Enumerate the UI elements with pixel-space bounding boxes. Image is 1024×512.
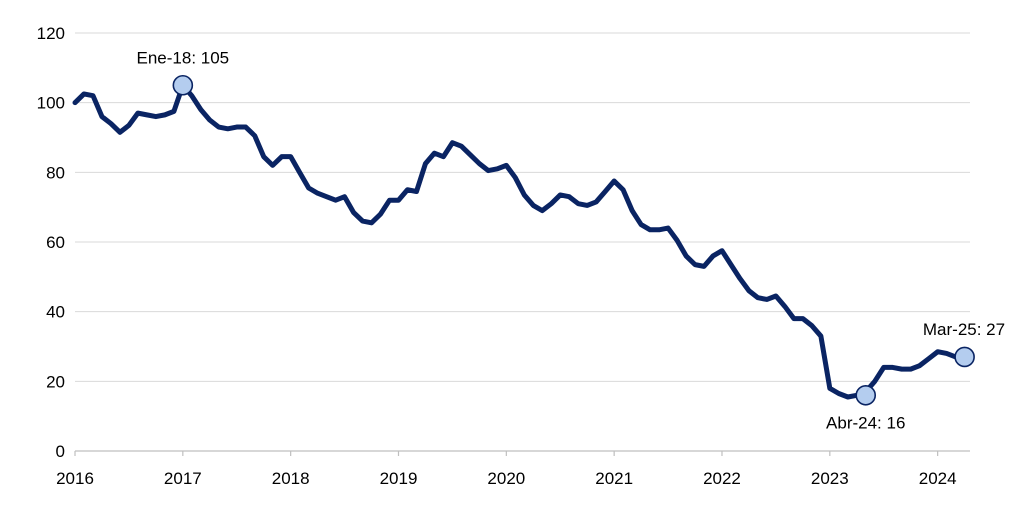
x-tick-label: 2016 <box>56 469 94 488</box>
y-tick-label: 20 <box>46 372 65 391</box>
annotation-markers <box>172 74 975 406</box>
y-tick-label: 0 <box>56 442 65 461</box>
x-tick-label: 2020 <box>487 469 525 488</box>
annotation-label: Ene-18: 105 <box>137 48 230 67</box>
annotation-marker <box>954 346 975 368</box>
y-tick-label: 120 <box>37 24 65 43</box>
annotation-marker <box>172 74 194 96</box>
y-tick-label: 100 <box>37 94 65 113</box>
x-tick-label: 2022 <box>703 469 741 488</box>
x-tick-label: 2021 <box>595 469 633 488</box>
annotation-marker <box>855 384 877 406</box>
x-tick-label: 2024 <box>919 469 957 488</box>
gridlines <box>75 32 970 382</box>
x-tick-label: 2017 <box>164 469 202 488</box>
annotation-label: Abr-24: 16 <box>826 413 905 432</box>
annotation-label: Mar-25: 27 <box>923 320 1005 339</box>
axes <box>74 450 970 456</box>
y-tick-label: 60 <box>46 233 65 252</box>
y-tick-label: 40 <box>46 303 65 322</box>
y-tick-labels: 0 20 40 60 80 100 120 <box>37 24 65 461</box>
x-tick-labels: 2016 2017 2018 2019 2020 2021 2022 2023 2024 <box>56 469 956 488</box>
series-layer <box>72 82 968 400</box>
series-line <box>72 82 968 400</box>
y-tick-label: 80 <box>46 163 65 182</box>
x-tick-label: 2018 <box>272 469 310 488</box>
x-tick-label: 2019 <box>380 469 418 488</box>
annotation-labels: Ene-18: 105 Abr-24: 16 Mar-25: 27 <box>137 48 1006 432</box>
x-tick-label: 2023 <box>811 469 849 488</box>
